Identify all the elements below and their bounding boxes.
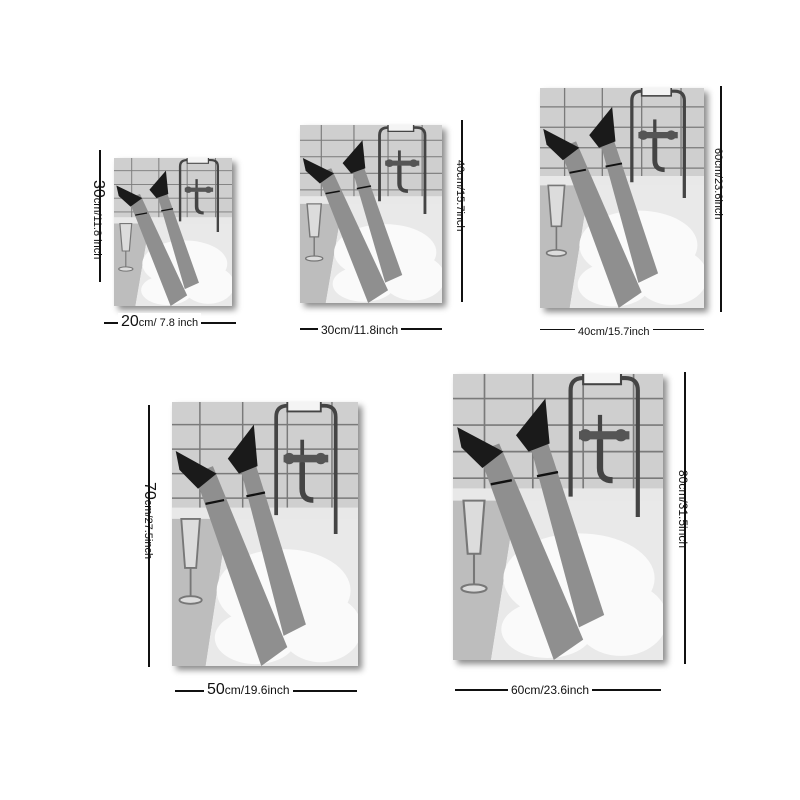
- height-line-50x70: [148, 405, 150, 667]
- height-line-30x40: [461, 120, 463, 302]
- width-label-50x70: 50cm/19.6inch: [204, 681, 293, 699]
- width-label-40x60: 40cm/15.7inch: [575, 322, 653, 340]
- canvas-50x70: [172, 402, 358, 666]
- canvas-40x60: [540, 88, 704, 308]
- bath-photo: [453, 374, 663, 660]
- height-line-20x30: [99, 150, 101, 282]
- height-line-60x80: [684, 372, 686, 664]
- height-label-30x40: 40cm/15.7inch: [454, 160, 466, 232]
- width-label-30x40: 30cm/11.8inch: [318, 321, 402, 339]
- canvas-60x80: [453, 374, 663, 660]
- width-label-20x30: 20cm/ 7.8 inch: [118, 313, 202, 331]
- height-line-40x60: [720, 86, 722, 312]
- height-label-40x60: 60cm/23.6inch: [712, 148, 724, 220]
- width-label-60x80: 60cm/23.6inch: [508, 681, 593, 699]
- bath-photo: [300, 125, 442, 303]
- height-label-50x70: 70cm/27.5inch: [141, 482, 158, 560]
- height-label-60x80: 80cm/31.5inch: [676, 470, 690, 549]
- canvas-30x40: [300, 125, 442, 303]
- height-label-20x30: 30cm/11.8 inch: [90, 180, 107, 260]
- bath-photo: [114, 158, 232, 306]
- bath-photo: [172, 402, 358, 666]
- canvas-20x30: [114, 158, 232, 306]
- bath-photo: [540, 88, 704, 308]
